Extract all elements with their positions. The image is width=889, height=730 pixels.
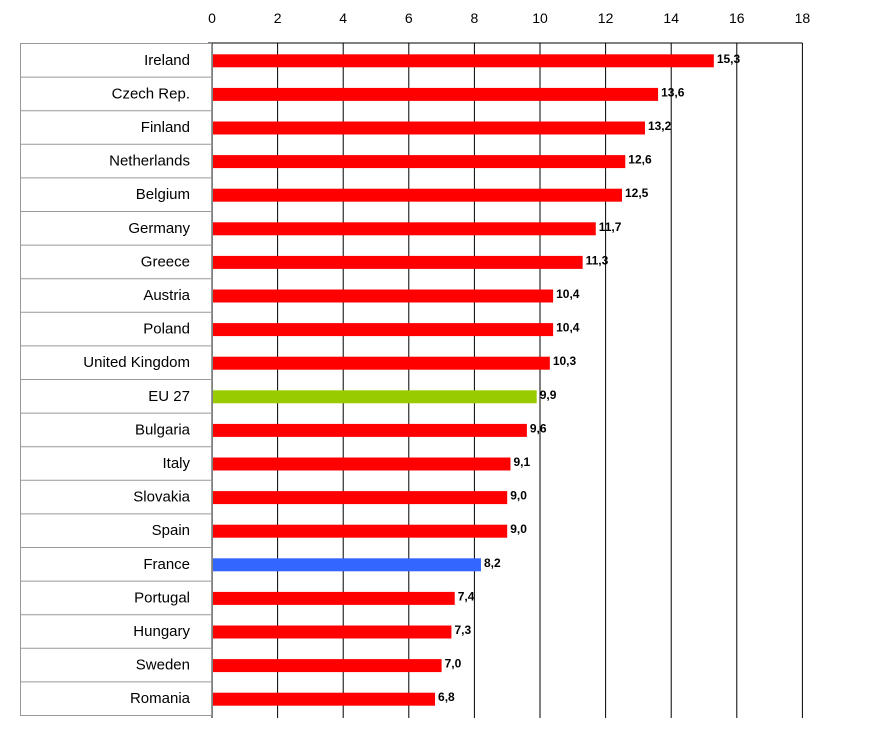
- category-label: Slovakia: [133, 489, 190, 506]
- bar: [213, 591, 455, 605]
- data-labels: 15,3 13,6 13,2 12,6 12,5 11,7 11,3 10,4 10,4 10,3…: [438, 52, 740, 704]
- category-label: Spain: [152, 522, 190, 539]
- data-label: 8,2: [484, 556, 501, 570]
- data-label: 12,6: [628, 153, 652, 167]
- category-label: EU 27: [148, 388, 190, 405]
- bar: [213, 289, 554, 303]
- x-tick-label: 6: [405, 10, 413, 26]
- data-label: 9,1: [513, 455, 530, 469]
- bar: [213, 87, 659, 101]
- data-label: 11,3: [586, 253, 609, 267]
- category-label: Romania: [130, 690, 191, 707]
- bar: [213, 390, 537, 404]
- x-tick-label: 16: [729, 10, 745, 26]
- data-label: 6,8: [438, 690, 455, 704]
- category-label: Finland: [141, 119, 190, 136]
- bar: [213, 121, 645, 135]
- x-tick-label: 4: [339, 10, 347, 26]
- category-label: Czech Rep.: [112, 85, 190, 102]
- category-label: Belgium: [136, 186, 190, 203]
- data-label: 13,2: [648, 119, 672, 133]
- bar: [213, 692, 436, 706]
- data-label: 7,4: [458, 589, 475, 603]
- data-label: 9,9: [540, 388, 557, 402]
- data-label: 10,4: [556, 287, 580, 301]
- x-tick-label: 2: [274, 10, 282, 26]
- bar: [213, 54, 714, 68]
- category-label: Hungary: [133, 623, 190, 640]
- x-tick-label: 0: [208, 10, 216, 26]
- data-label: 12,5: [625, 186, 649, 200]
- bar: [213, 356, 550, 370]
- category-label: Germany: [128, 220, 190, 237]
- x-tick-label: 10: [532, 10, 548, 26]
- x-axis-ticks: 0 2 4 6 8 10 12 14 16 18: [208, 10, 810, 26]
- category-label: Netherlands: [109, 153, 190, 170]
- data-label: 10,3: [553, 354, 577, 368]
- data-label: 9,0: [510, 489, 527, 503]
- x-tick-label: 8: [471, 10, 479, 26]
- data-label: 15,3: [717, 52, 741, 66]
- bar: [213, 558, 481, 572]
- bar: [213, 222, 596, 236]
- bar: [213, 491, 508, 505]
- data-label: 7,0: [445, 657, 462, 671]
- category-label: Portugal: [134, 589, 190, 606]
- category-label: United Kingdom: [83, 354, 190, 371]
- category-table: Ireland Czech Rep. Finland Netherlands Belgi…: [20, 43, 212, 716]
- grid: [208, 42, 803, 718]
- data-label: 9,0: [510, 522, 527, 536]
- bar: [213, 155, 626, 169]
- bar: [213, 457, 511, 471]
- x-tick-label: 18: [795, 10, 811, 26]
- bar: [213, 524, 508, 538]
- category-label: Poland: [143, 321, 190, 338]
- bar: [213, 188, 622, 202]
- category-label: Bulgaria: [135, 421, 191, 438]
- category-label: Ireland: [144, 52, 190, 69]
- category-label: France: [143, 556, 190, 573]
- data-label: 9,6: [530, 421, 547, 435]
- data-label: 10,4: [556, 321, 580, 335]
- data-label: 13,6: [661, 85, 685, 99]
- data-label: 7,3: [454, 623, 471, 637]
- category-label: Austria: [143, 287, 190, 304]
- bar: [213, 423, 527, 437]
- bar: [213, 255, 583, 269]
- category-label: Italy: [162, 455, 190, 472]
- category-label: Greece: [141, 253, 190, 270]
- x-tick-label: 14: [663, 10, 679, 26]
- bar: [213, 659, 442, 673]
- bar: [213, 625, 452, 639]
- bars: [213, 54, 714, 706]
- data-label: 11,7: [599, 220, 622, 234]
- x-tick-label: 12: [598, 10, 614, 26]
- category-label: Sweden: [136, 657, 190, 674]
- bar: [213, 323, 554, 337]
